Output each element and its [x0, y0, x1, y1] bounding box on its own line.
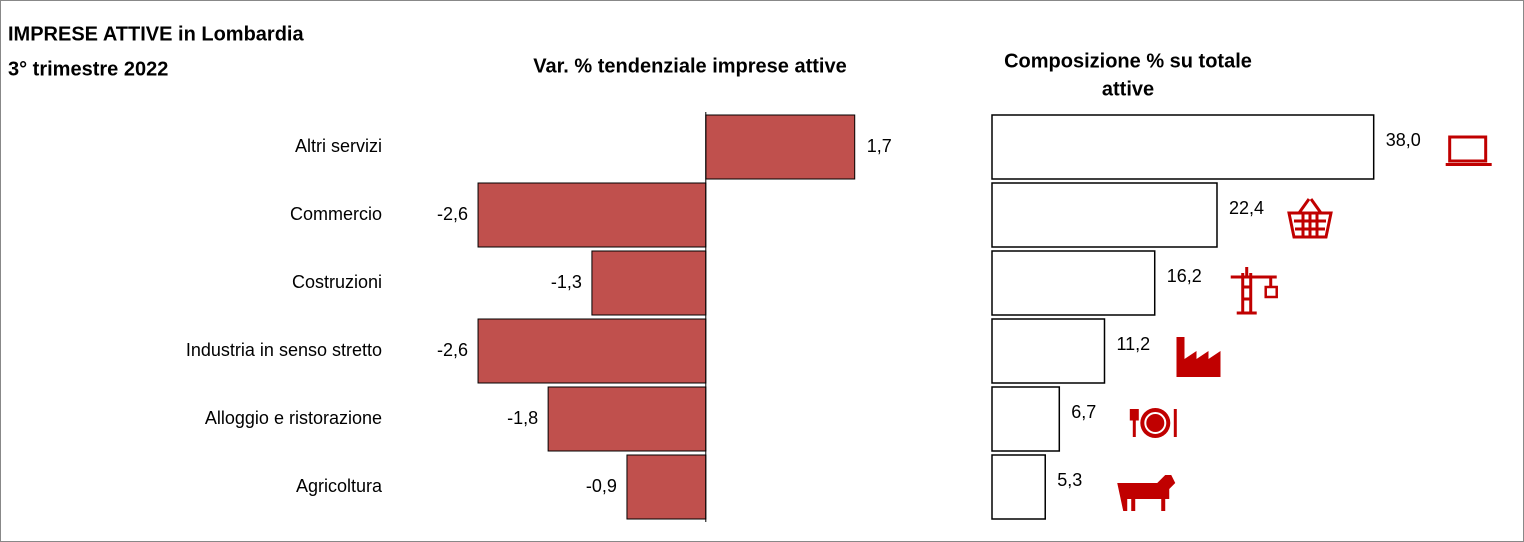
chart-title: Composizione % su totale	[1004, 50, 1252, 72]
value-label: -0,9	[586, 476, 617, 496]
bar	[991, 386, 1061, 452]
bar	[547, 386, 707, 452]
value-label: 38,0	[1386, 130, 1421, 150]
bar	[991, 182, 1218, 248]
bar	[477, 182, 707, 248]
icon	[1445, 163, 1492, 166]
value-label: 1,7	[867, 136, 892, 156]
icon	[1117, 475, 1176, 511]
chart-title: attive	[1102, 78, 1154, 100]
icon	[1264, 285, 1278, 299]
value-label: 22,4	[1229, 198, 1264, 218]
page-title: 3° trimestre 2022	[8, 58, 168, 80]
bar	[705, 114, 856, 180]
icon	[1287, 198, 1333, 239]
category-label: Agricoltura	[296, 476, 383, 496]
value-label: -1,8	[507, 408, 538, 428]
value-label: 5,3	[1057, 470, 1082, 490]
value-label: 6,7	[1071, 402, 1096, 422]
value-label: -2,6	[437, 204, 468, 224]
category-label: Industria in senso stretto	[186, 340, 382, 360]
bar	[591, 250, 707, 316]
bar	[477, 318, 707, 384]
category-label: Costruzioni	[292, 272, 382, 292]
icon	[1230, 267, 1277, 315]
chart-title: Var. % tendenziale imprese attive	[533, 55, 846, 77]
value-label: -2,6	[437, 340, 468, 360]
bar	[626, 454, 707, 520]
icon	[1176, 337, 1221, 377]
category-label: Commercio	[290, 204, 382, 224]
value-label: -1,3	[551, 272, 582, 292]
category-label: Altri servizi	[295, 136, 382, 156]
value-label: 16,2	[1167, 266, 1202, 286]
bar	[991, 114, 1375, 180]
icon	[1144, 412, 1167, 434]
icon	[1129, 409, 1177, 437]
bar	[991, 250, 1156, 316]
category-label: Alloggio e ristorazione	[205, 408, 382, 428]
bar	[991, 454, 1046, 520]
value-label: 11,2	[1116, 334, 1150, 354]
bar	[991, 318, 1106, 384]
page-title: IMPRESE ATTIVE in Lombardia	[8, 23, 304, 45]
icon	[1448, 135, 1488, 163]
